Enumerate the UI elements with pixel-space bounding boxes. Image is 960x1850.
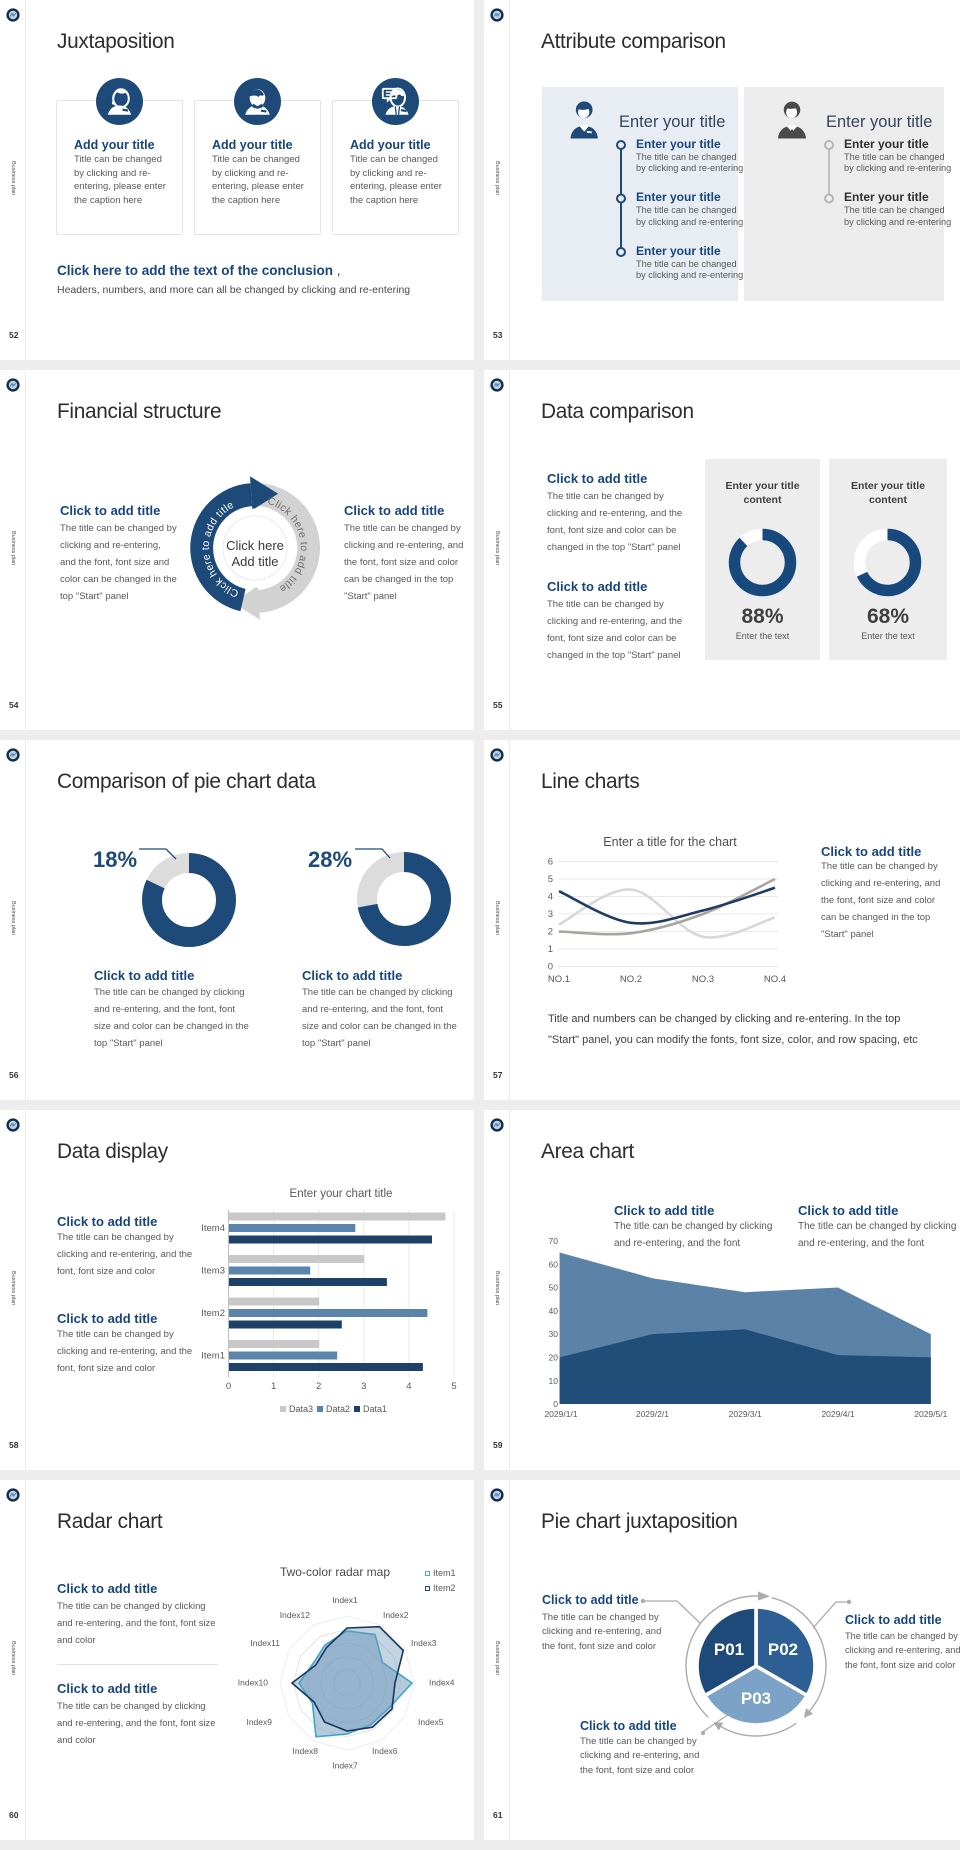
svg-text:2029/3/1: 2029/3/1: [729, 1409, 762, 1419]
svg-text:Index2: Index2: [383, 1610, 409, 1620]
svg-text:2: 2: [548, 927, 553, 938]
svg-text:5: 5: [451, 1381, 456, 1392]
svg-text:NO.3: NO.3: [692, 974, 714, 985]
svg-text:Item1: Item1: [201, 1351, 225, 1362]
svg-text:Data2: Data2: [326, 1404, 350, 1414]
svg-text:P02: P02: [768, 1640, 798, 1659]
svg-text:2029/5/1: 2029/5/1: [914, 1409, 947, 1419]
svg-text:Index11: Index11: [250, 1638, 280, 1648]
svg-text:3: 3: [361, 1381, 366, 1392]
svg-text:1: 1: [271, 1381, 276, 1392]
svg-text:3: 3: [548, 909, 553, 920]
svg-text:0: 0: [226, 1381, 231, 1392]
svg-text:4: 4: [406, 1381, 411, 1392]
svg-text:Add title: Add title: [232, 554, 279, 569]
svg-text:Item3: Item3: [201, 1266, 225, 1277]
svg-text:Enter your chart title: Enter your chart title: [290, 1188, 393, 1200]
svg-text:0: 0: [548, 962, 553, 973]
svg-text:Item2: Item2: [201, 1308, 225, 1319]
svg-text:Index7: Index7: [332, 1761, 358, 1771]
svg-text:P01: P01: [714, 1640, 744, 1659]
svg-text:2029/2/1: 2029/2/1: [636, 1409, 669, 1419]
svg-text:2: 2: [316, 1381, 321, 1392]
svg-text:30: 30: [549, 1329, 559, 1339]
svg-text:Index1: Index1: [332, 1595, 358, 1605]
svg-text:70: 70: [549, 1236, 559, 1246]
svg-text:4: 4: [548, 892, 553, 903]
svg-text:5: 5: [548, 874, 553, 885]
svg-text:60: 60: [549, 1259, 559, 1269]
svg-text:NO.2: NO.2: [620, 974, 642, 985]
svg-text:2029/1/1: 2029/1/1: [544, 1409, 577, 1419]
svg-text:Click here: Click here: [226, 538, 284, 553]
svg-text:1: 1: [548, 944, 553, 955]
svg-text:NO.4: NO.4: [764, 974, 786, 985]
svg-text:P03: P03: [741, 1689, 771, 1708]
svg-text:6: 6: [548, 857, 553, 868]
svg-text:2029/4/1: 2029/4/1: [821, 1409, 854, 1419]
svg-text:Index8: Index8: [292, 1746, 318, 1756]
svg-text:Item4: Item4: [201, 1223, 225, 1234]
svg-text:Index12: Index12: [280, 1610, 311, 1620]
svg-text:NO.1: NO.1: [548, 974, 570, 985]
svg-text:Data1: Data1: [363, 1404, 387, 1414]
svg-text:10: 10: [549, 1376, 559, 1386]
svg-text:Enter a title for the chart: Enter a title for the chart: [603, 835, 737, 849]
svg-text:50: 50: [549, 1283, 559, 1293]
svg-text:Index9: Index9: [246, 1717, 272, 1727]
svg-text:20: 20: [549, 1353, 559, 1363]
svg-text:Index4: Index4: [429, 1678, 455, 1688]
svg-text:40: 40: [549, 1306, 559, 1316]
svg-text:0: 0: [553, 1399, 558, 1409]
svg-text:Index6: Index6: [372, 1746, 398, 1756]
svg-text:Index3: Index3: [411, 1638, 437, 1648]
svg-text:Index5: Index5: [418, 1717, 444, 1727]
svg-text:Index10: Index10: [238, 1678, 269, 1688]
svg-text:Data3: Data3: [289, 1404, 313, 1414]
